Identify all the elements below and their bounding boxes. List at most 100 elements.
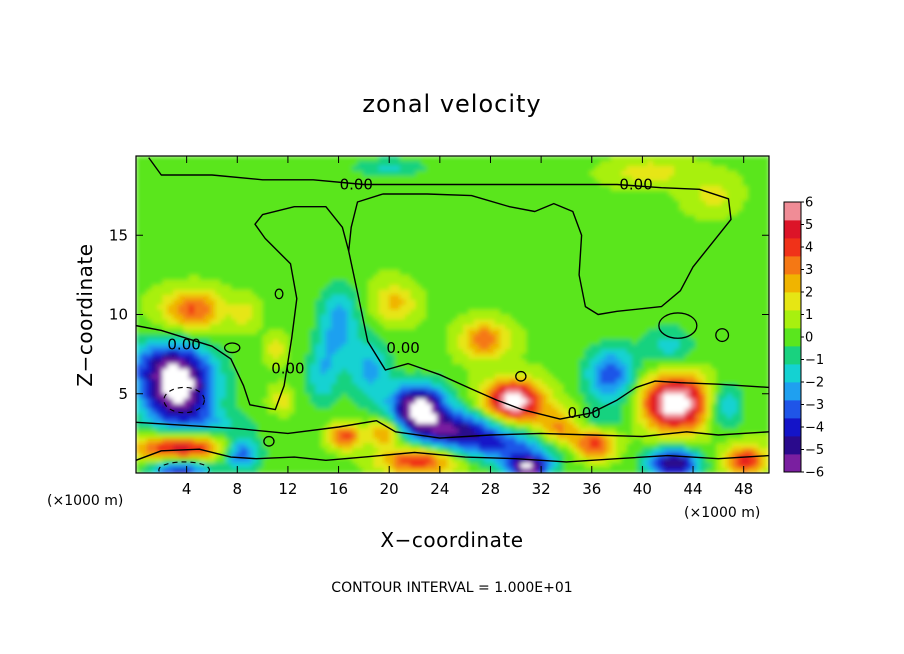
field-cell xyxy=(705,314,712,321)
field-cell xyxy=(194,299,200,306)
field-cell xyxy=(204,220,211,226)
field-cell xyxy=(157,156,163,162)
field-cell xyxy=(689,294,696,301)
field-cell xyxy=(473,329,480,335)
field-cell xyxy=(716,175,723,182)
field-cell xyxy=(225,289,232,296)
field-cell xyxy=(436,284,443,291)
field-cell xyxy=(162,324,169,330)
field-cell xyxy=(167,269,174,276)
field-cell xyxy=(230,205,237,212)
field-cell xyxy=(536,314,543,321)
field-cell xyxy=(647,354,654,360)
field-cell xyxy=(552,240,559,246)
field-cell xyxy=(378,344,385,350)
field-cell xyxy=(484,156,491,162)
field-cell xyxy=(447,210,454,217)
field-cell xyxy=(568,205,575,212)
field-cell xyxy=(299,264,306,271)
field-cell xyxy=(315,170,322,177)
field-cell xyxy=(420,274,427,281)
field-cell xyxy=(573,329,580,335)
field-cell xyxy=(737,165,744,172)
field-cell xyxy=(389,284,396,291)
field-cell xyxy=(589,349,596,355)
field-cell xyxy=(204,160,211,167)
field-cell xyxy=(626,170,633,177)
field-cell xyxy=(668,170,675,177)
field-cell xyxy=(726,195,733,202)
field-cell xyxy=(283,344,290,350)
field-cell xyxy=(362,180,369,187)
field-cell xyxy=(584,344,591,350)
field-cell xyxy=(215,289,222,296)
field-cell xyxy=(499,225,506,231)
field-cell xyxy=(716,215,723,221)
field-cell xyxy=(647,235,654,241)
field-cell xyxy=(689,279,696,286)
field-cell xyxy=(536,309,543,316)
field-cell xyxy=(468,200,475,207)
field-cell xyxy=(658,195,665,202)
field-cell xyxy=(441,190,448,197)
field-cell xyxy=(188,299,195,306)
field-cell xyxy=(473,215,480,221)
field-cell xyxy=(252,309,258,316)
field-cell xyxy=(726,349,733,355)
field-cell xyxy=(726,269,733,276)
field-cell xyxy=(700,309,707,316)
field-cell xyxy=(415,160,422,167)
field-cell xyxy=(631,324,638,330)
field-cell xyxy=(626,165,633,172)
field-cell xyxy=(262,274,269,281)
field-cell xyxy=(215,165,222,172)
field-cell xyxy=(215,279,222,286)
field-cell xyxy=(151,274,158,281)
field-cell xyxy=(410,170,417,177)
field-cell xyxy=(188,309,195,316)
field-cell xyxy=(631,299,638,306)
field-cell xyxy=(436,255,443,261)
field-cell xyxy=(431,200,438,207)
field-cell xyxy=(194,359,200,365)
field-cell xyxy=(225,230,232,236)
field-cell xyxy=(267,299,274,306)
field-cell xyxy=(758,339,765,345)
field-cell xyxy=(478,160,485,167)
field-cell xyxy=(310,359,316,365)
field-cell xyxy=(721,240,728,246)
field-cell xyxy=(183,190,190,197)
field-cell xyxy=(167,165,174,172)
field-cell xyxy=(753,339,760,345)
field-cell xyxy=(157,314,163,321)
field-cell xyxy=(331,250,338,256)
field-cell xyxy=(220,255,227,261)
field-cell xyxy=(299,170,306,177)
field-cell xyxy=(167,180,174,187)
field-cell xyxy=(341,175,348,182)
field-cell xyxy=(478,269,485,276)
field-cell xyxy=(494,344,501,350)
field-cell xyxy=(626,180,633,187)
field-cell xyxy=(252,205,258,212)
field-cell xyxy=(267,269,274,276)
field-cell xyxy=(573,314,580,321)
field-cell xyxy=(452,245,459,251)
field-cell xyxy=(141,274,148,281)
field-cell xyxy=(631,200,638,207)
field-cell xyxy=(542,304,549,311)
field-cell xyxy=(441,210,448,217)
field-cell xyxy=(663,274,670,281)
field-cell xyxy=(526,299,533,306)
field-cell xyxy=(167,160,174,167)
field-cell xyxy=(758,165,765,172)
field-cell xyxy=(621,329,628,335)
field-cell xyxy=(157,339,163,345)
field-cell xyxy=(499,160,506,167)
field-cell xyxy=(294,324,301,330)
field-cell xyxy=(600,309,607,316)
field-cell xyxy=(204,230,211,236)
field-cell xyxy=(220,359,227,365)
field-cell xyxy=(431,359,438,365)
field-cell xyxy=(505,344,512,350)
